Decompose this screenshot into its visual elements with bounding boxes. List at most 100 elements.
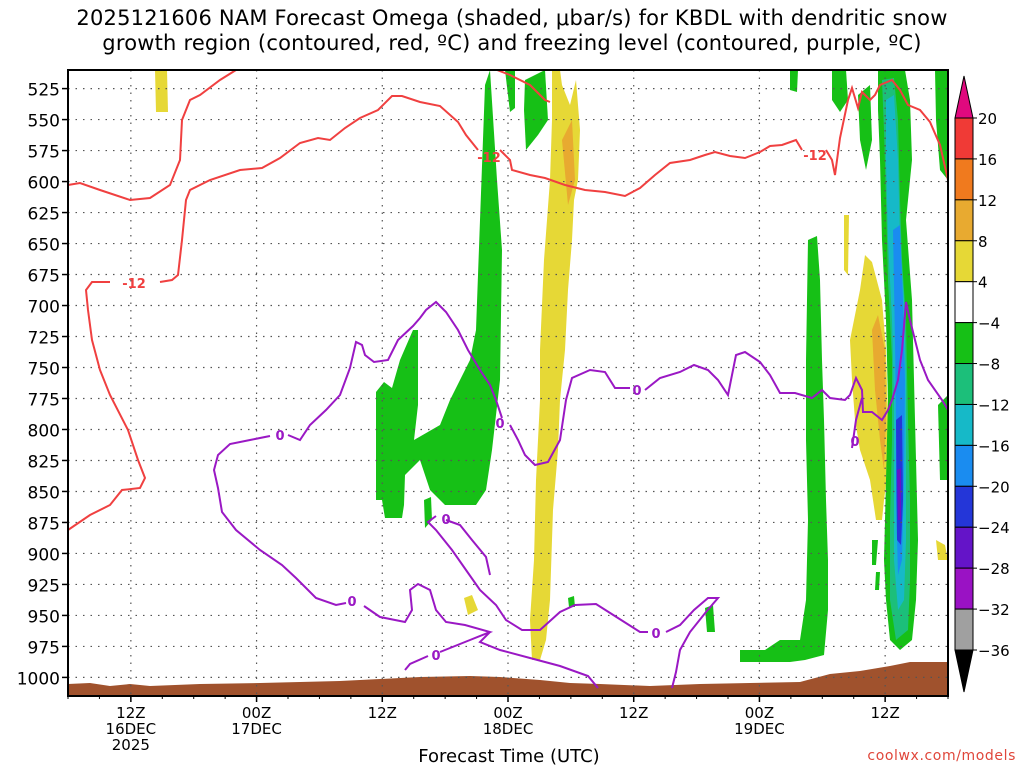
- contour-labels: -12 -12 -12 0 0 0 0 0 0 0 0: [122, 149, 859, 664]
- freezing-contour-label: 0: [431, 649, 440, 664]
- colorbar-label: 8: [978, 233, 988, 251]
- omega-positive-region: [155, 70, 168, 112]
- x-tick-label: 12Z: [368, 704, 397, 722]
- y-tick-label: 875: [28, 514, 60, 534]
- colorbar-label: −36: [978, 642, 1010, 660]
- y-tick-label: 850: [28, 483, 60, 503]
- x-tick-label: 16DEC: [106, 720, 157, 738]
- freezing-contour: [509, 368, 630, 467]
- freezing-contour: [478, 631, 599, 689]
- colorbar-label: 16: [978, 151, 997, 169]
- y-tick-label: 975: [28, 638, 60, 658]
- freezing-contour-label: 0: [632, 384, 641, 399]
- freezing-contour: [212, 435, 347, 607]
- x-tick-label: 00Z: [242, 704, 271, 722]
- omega-positive-region: [562, 120, 575, 205]
- dgz-contour-label: -12: [803, 149, 827, 164]
- colorbar-swatch: [954, 649, 974, 693]
- freezing-contour-label: 0: [347, 595, 356, 610]
- omega-negative-region: [858, 85, 872, 170]
- colorbar-label: −20: [978, 478, 1010, 496]
- y-tick-label: 825: [28, 452, 60, 472]
- y-tick-label: 1000: [17, 669, 60, 689]
- y-tick-label: 750: [28, 360, 60, 380]
- freezing-contour-label: 0: [275, 429, 284, 444]
- omega-positive-region: [872, 315, 886, 470]
- colorbar-swatch: [954, 281, 974, 324]
- y-tick-label: 600: [28, 174, 60, 194]
- freezing-contour-label: 0: [850, 435, 859, 450]
- freezing-contour: [404, 655, 429, 671]
- dgz-contour: [825, 78, 949, 181]
- y-tick-label: 675: [28, 267, 60, 287]
- colorbar-label: −28: [978, 560, 1010, 578]
- freezing-contour-label: 0: [495, 417, 504, 432]
- colorbar-swatch: [954, 75, 974, 119]
- colorbar: 20 16 12 8 4 −4 −8 −12 −16 −20 −24 −28 −32 −36: [954, 75, 1010, 693]
- omega-positive-region: [844, 215, 849, 275]
- freezing-contour: [644, 301, 949, 422]
- y-axis: 525 550 575 600 625 650 675 700 725 750 775 800 825 8…: [17, 81, 68, 689]
- omega-negative-region: [524, 70, 548, 150]
- colorbar-swatch: [954, 444, 974, 487]
- colorbar-swatch: [954, 363, 974, 405]
- omega-negative-region: [790, 70, 798, 92]
- omega-negative-region: [376, 70, 502, 518]
- omega-positive-region: [936, 540, 948, 560]
- colorbar-swatch: [954, 199, 974, 242]
- x-tick-label: 00Z: [745, 704, 774, 722]
- y-tick-label: 925: [28, 576, 60, 596]
- y-tick-label: 700: [28, 298, 60, 318]
- freezing-contour: [665, 597, 721, 689]
- x-tick-label: 12Z: [619, 704, 648, 722]
- dgz-contour: [499, 138, 803, 198]
- colorbar-label: −24: [978, 519, 1010, 537]
- dgz-contour-label: -12: [122, 277, 146, 292]
- colorbar-label: −4: [978, 315, 1000, 333]
- freezing-contour: [445, 519, 491, 576]
- omega-negative-region: [875, 572, 880, 590]
- omega-negative-region: [935, 70, 948, 180]
- y-tick-label: 575: [28, 143, 60, 163]
- colorbar-swatch: [954, 403, 974, 446]
- dgz-contour-label: -12: [477, 151, 501, 166]
- omega-negative-region: [568, 596, 575, 607]
- colorbar-label: −16: [978, 437, 1010, 455]
- omega-negative-region: [832, 70, 848, 112]
- y-tick-label: 950: [28, 607, 60, 627]
- colorbar-swatch: [954, 608, 974, 651]
- colorbar-label: −8: [978, 356, 1000, 374]
- dgz-contour: [67, 281, 147, 531]
- dgz-contour: [496, 69, 551, 103]
- colorbar-swatch: [954, 240, 974, 283]
- y-tick-label: 900: [28, 545, 60, 565]
- x-tick-label: 2025: [112, 736, 150, 754]
- x-tick-label: 12Z: [870, 704, 899, 722]
- colorbar-label: −12: [978, 396, 1010, 414]
- omega-shading: [155, 70, 948, 662]
- y-tick-label: 725: [28, 329, 60, 349]
- x-tick-label: 17DEC: [231, 720, 282, 738]
- x-tick-label: 19DEC: [734, 720, 785, 738]
- colorbar-label: −32: [978, 601, 1010, 619]
- omega-negative-region: [705, 605, 715, 632]
- site-credit[interactable]: coolwx.com/models: [867, 748, 1016, 764]
- y-tick-label: 800: [28, 421, 60, 441]
- colorbar-swatch: [954, 526, 974, 569]
- freezing-contour: [851, 397, 863, 449]
- omega-negative-region: [740, 236, 828, 662]
- dgz-contour: [159, 95, 479, 283]
- omega-negative-region: [938, 395, 948, 480]
- colorbar-swatch: [954, 485, 974, 528]
- omega-positive-region: [464, 595, 478, 615]
- x-tick-label: 12Z: [116, 704, 145, 722]
- freezing-contour: [287, 300, 503, 442]
- colorbar-swatch: [954, 567, 974, 610]
- chart-title-line-2: growth region (contoured, red, ºC) and f…: [102, 31, 922, 55]
- colorbar-swatch: [954, 322, 974, 365]
- omega-negative-region: [505, 70, 515, 112]
- colorbar-swatch: [954, 158, 974, 201]
- omega-negative-region: [897, 468, 901, 520]
